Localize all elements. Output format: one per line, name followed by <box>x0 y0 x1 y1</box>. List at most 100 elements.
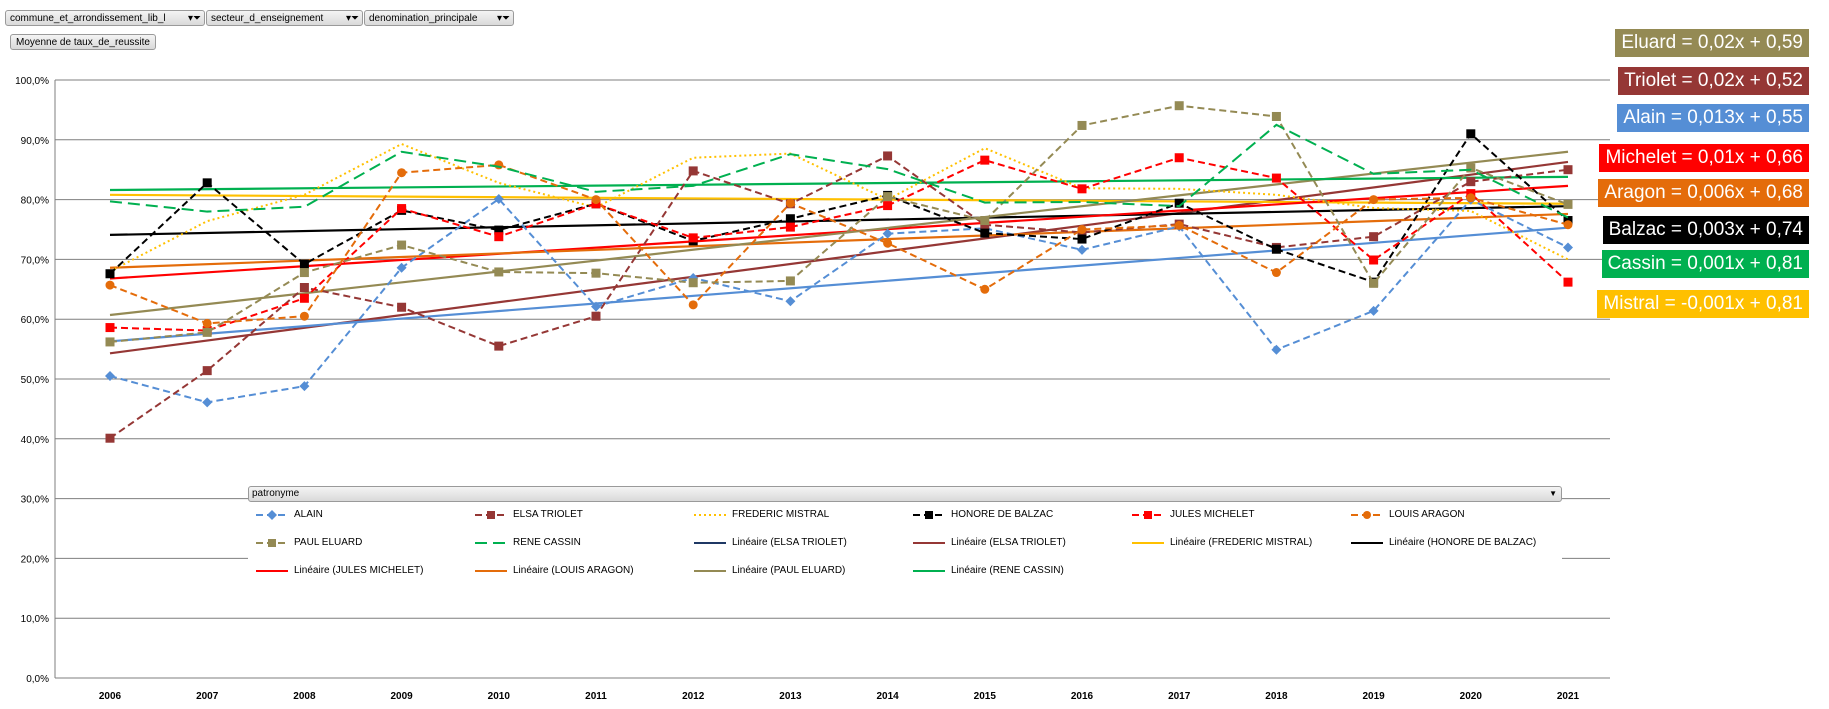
legend-entry: ELSA TRIOLET <box>473 508 688 522</box>
y-tick-label: 80,0% <box>21 196 49 207</box>
data-point <box>1563 199 1573 209</box>
y-tick-label: 30,0% <box>21 495 49 506</box>
equation-michelet: Michelet = 0,01x + 0,66 <box>1599 144 1809 172</box>
x-tick-label: 2014 <box>876 691 899 702</box>
legend-label: Linéaire (PAUL ELUARD) <box>732 565 846 576</box>
x-tick-label: 2007 <box>196 691 219 702</box>
chevron-down-icon[interactable]: ▼ <box>1549 489 1557 498</box>
series-line <box>109 104 1569 343</box>
filter-icon[interactable]: ▾⏷ <box>187 13 201 24</box>
data-point <box>397 168 407 178</box>
data-point <box>1466 193 1476 203</box>
data-point <box>299 311 309 321</box>
legend-swatch <box>913 542 945 544</box>
data-point <box>397 204 407 214</box>
y-tick-label: 90,0% <box>21 136 49 147</box>
legend-label: PAUL ELUARD <box>294 537 363 548</box>
trendline <box>109 212 1569 269</box>
legend-label: HONORE DE BALZAC <box>951 509 1054 520</box>
legend-entry: LOUIS ARAGON <box>1349 508 1564 522</box>
legend-entry: Linéaire (ELSA TRIOLET) <box>911 536 1126 550</box>
data-point <box>980 228 990 238</box>
legend-swatch <box>256 510 288 520</box>
data-point <box>688 233 698 243</box>
series-line <box>109 123 1569 219</box>
data-point <box>1369 232 1379 242</box>
data-point <box>202 318 212 328</box>
data-point <box>493 194 504 205</box>
x-tick-label: 2018 <box>1265 691 1288 702</box>
x-tick-label: 2012 <box>682 691 705 702</box>
data-point <box>785 214 795 224</box>
data-point <box>299 381 310 392</box>
equation-cassin: Cassin = 0,001x + 0,81 <box>1601 250 1809 278</box>
legend-swatch <box>694 514 726 516</box>
value-field-button[interactable]: Moyenne de taux_de_reussite <box>10 34 156 50</box>
data-point <box>1271 173 1281 183</box>
data-point <box>1077 244 1087 255</box>
data-point <box>591 195 601 205</box>
data-point <box>785 296 796 307</box>
filter-secteur[interactable]: secteur_d_enseignement ▾⏷ <box>206 10 363 26</box>
x-tick-label: 2020 <box>1460 691 1483 702</box>
data-point <box>1563 242 1573 253</box>
series-line <box>109 163 1569 325</box>
legend-label: Linéaire (FREDERIC MISTRAL) <box>1170 537 1313 548</box>
filter-commune[interactable]: commune_et_arrondissement_lib_l ▾⏷ <box>5 10 205 26</box>
data-point <box>591 301 601 312</box>
filter-icon[interactable]: ▾⏷ <box>345 13 359 24</box>
legend-entry: RENE CASSIN <box>473 536 688 550</box>
legend-swatch <box>475 570 507 572</box>
data-point <box>1077 225 1087 234</box>
data-point <box>1077 184 1087 194</box>
data-point <box>1174 101 1184 111</box>
legend-field-button[interactable]: patronyme ▼ <box>248 486 1562 502</box>
legend-swatch <box>694 542 726 544</box>
y-tick-label: 60,0% <box>21 315 49 326</box>
data-point <box>105 269 115 279</box>
y-tick-label: 70,0% <box>21 255 49 266</box>
data-point <box>1271 344 1282 355</box>
x-tick-label: 2017 <box>1168 691 1191 702</box>
legend-swatch <box>913 570 945 572</box>
legend-label: ELSA TRIOLET <box>513 509 583 520</box>
legend-label: ALAIN <box>294 509 323 520</box>
filter-secteur-label: secteur_d_enseignement <box>211 13 324 24</box>
data-point <box>494 232 504 242</box>
equation-balzac: Balzac = 0,003x + 0,74 <box>1602 216 1809 244</box>
legend-swatch <box>475 511 507 519</box>
data-point <box>1174 153 1184 163</box>
legend-entry: PAUL ELUARD <box>254 536 469 550</box>
trendline <box>109 175 1569 192</box>
filter-denomination-label: denomination_principale <box>369 13 478 24</box>
legend-label: Linéaire (ELSA TRIOLET) <box>732 537 847 548</box>
data-point <box>105 337 115 347</box>
data-point <box>1174 220 1184 230</box>
data-point <box>1271 268 1281 278</box>
equation-eluard: Eluard = 0,02x + 0,59 <box>1615 29 1809 57</box>
filter-denomination[interactable]: denomination_principale ▾⏷ <box>364 10 514 26</box>
x-tick-label: 2015 <box>974 691 997 702</box>
legend-label: Linéaire (LOUIS ARAGON) <box>513 565 634 576</box>
data-point <box>785 222 795 232</box>
y-tick-label: 20,0% <box>21 554 49 565</box>
legend-label: Linéaire (JULES MICHELET) <box>294 565 424 576</box>
legend-label: Linéaire (RENE CASSIN) <box>951 565 1064 576</box>
data-point <box>1466 163 1476 173</box>
trendline <box>109 150 1569 317</box>
legend-entry: ALAIN <box>254 508 469 522</box>
data-point <box>1369 255 1379 265</box>
equation-alain: Alain = 0,013x + 0,55 <box>1617 104 1809 132</box>
data-point <box>202 178 212 188</box>
x-tick-label: 2011 <box>585 691 607 702</box>
legend-entry: Linéaire (ELSA TRIOLET) <box>692 536 907 550</box>
equation-aragon: Aragon = 0,006x + 0,68 <box>1598 179 1809 207</box>
data-point <box>397 240 407 250</box>
data-point <box>980 155 990 165</box>
legend-swatch <box>256 539 288 547</box>
data-point <box>105 371 115 382</box>
data-point <box>591 268 601 278</box>
data-point <box>591 311 601 321</box>
filter-icon[interactable]: ▾⏷ <box>496 13 510 24</box>
legend-entry: HONORE DE BALZAC <box>911 508 1126 522</box>
